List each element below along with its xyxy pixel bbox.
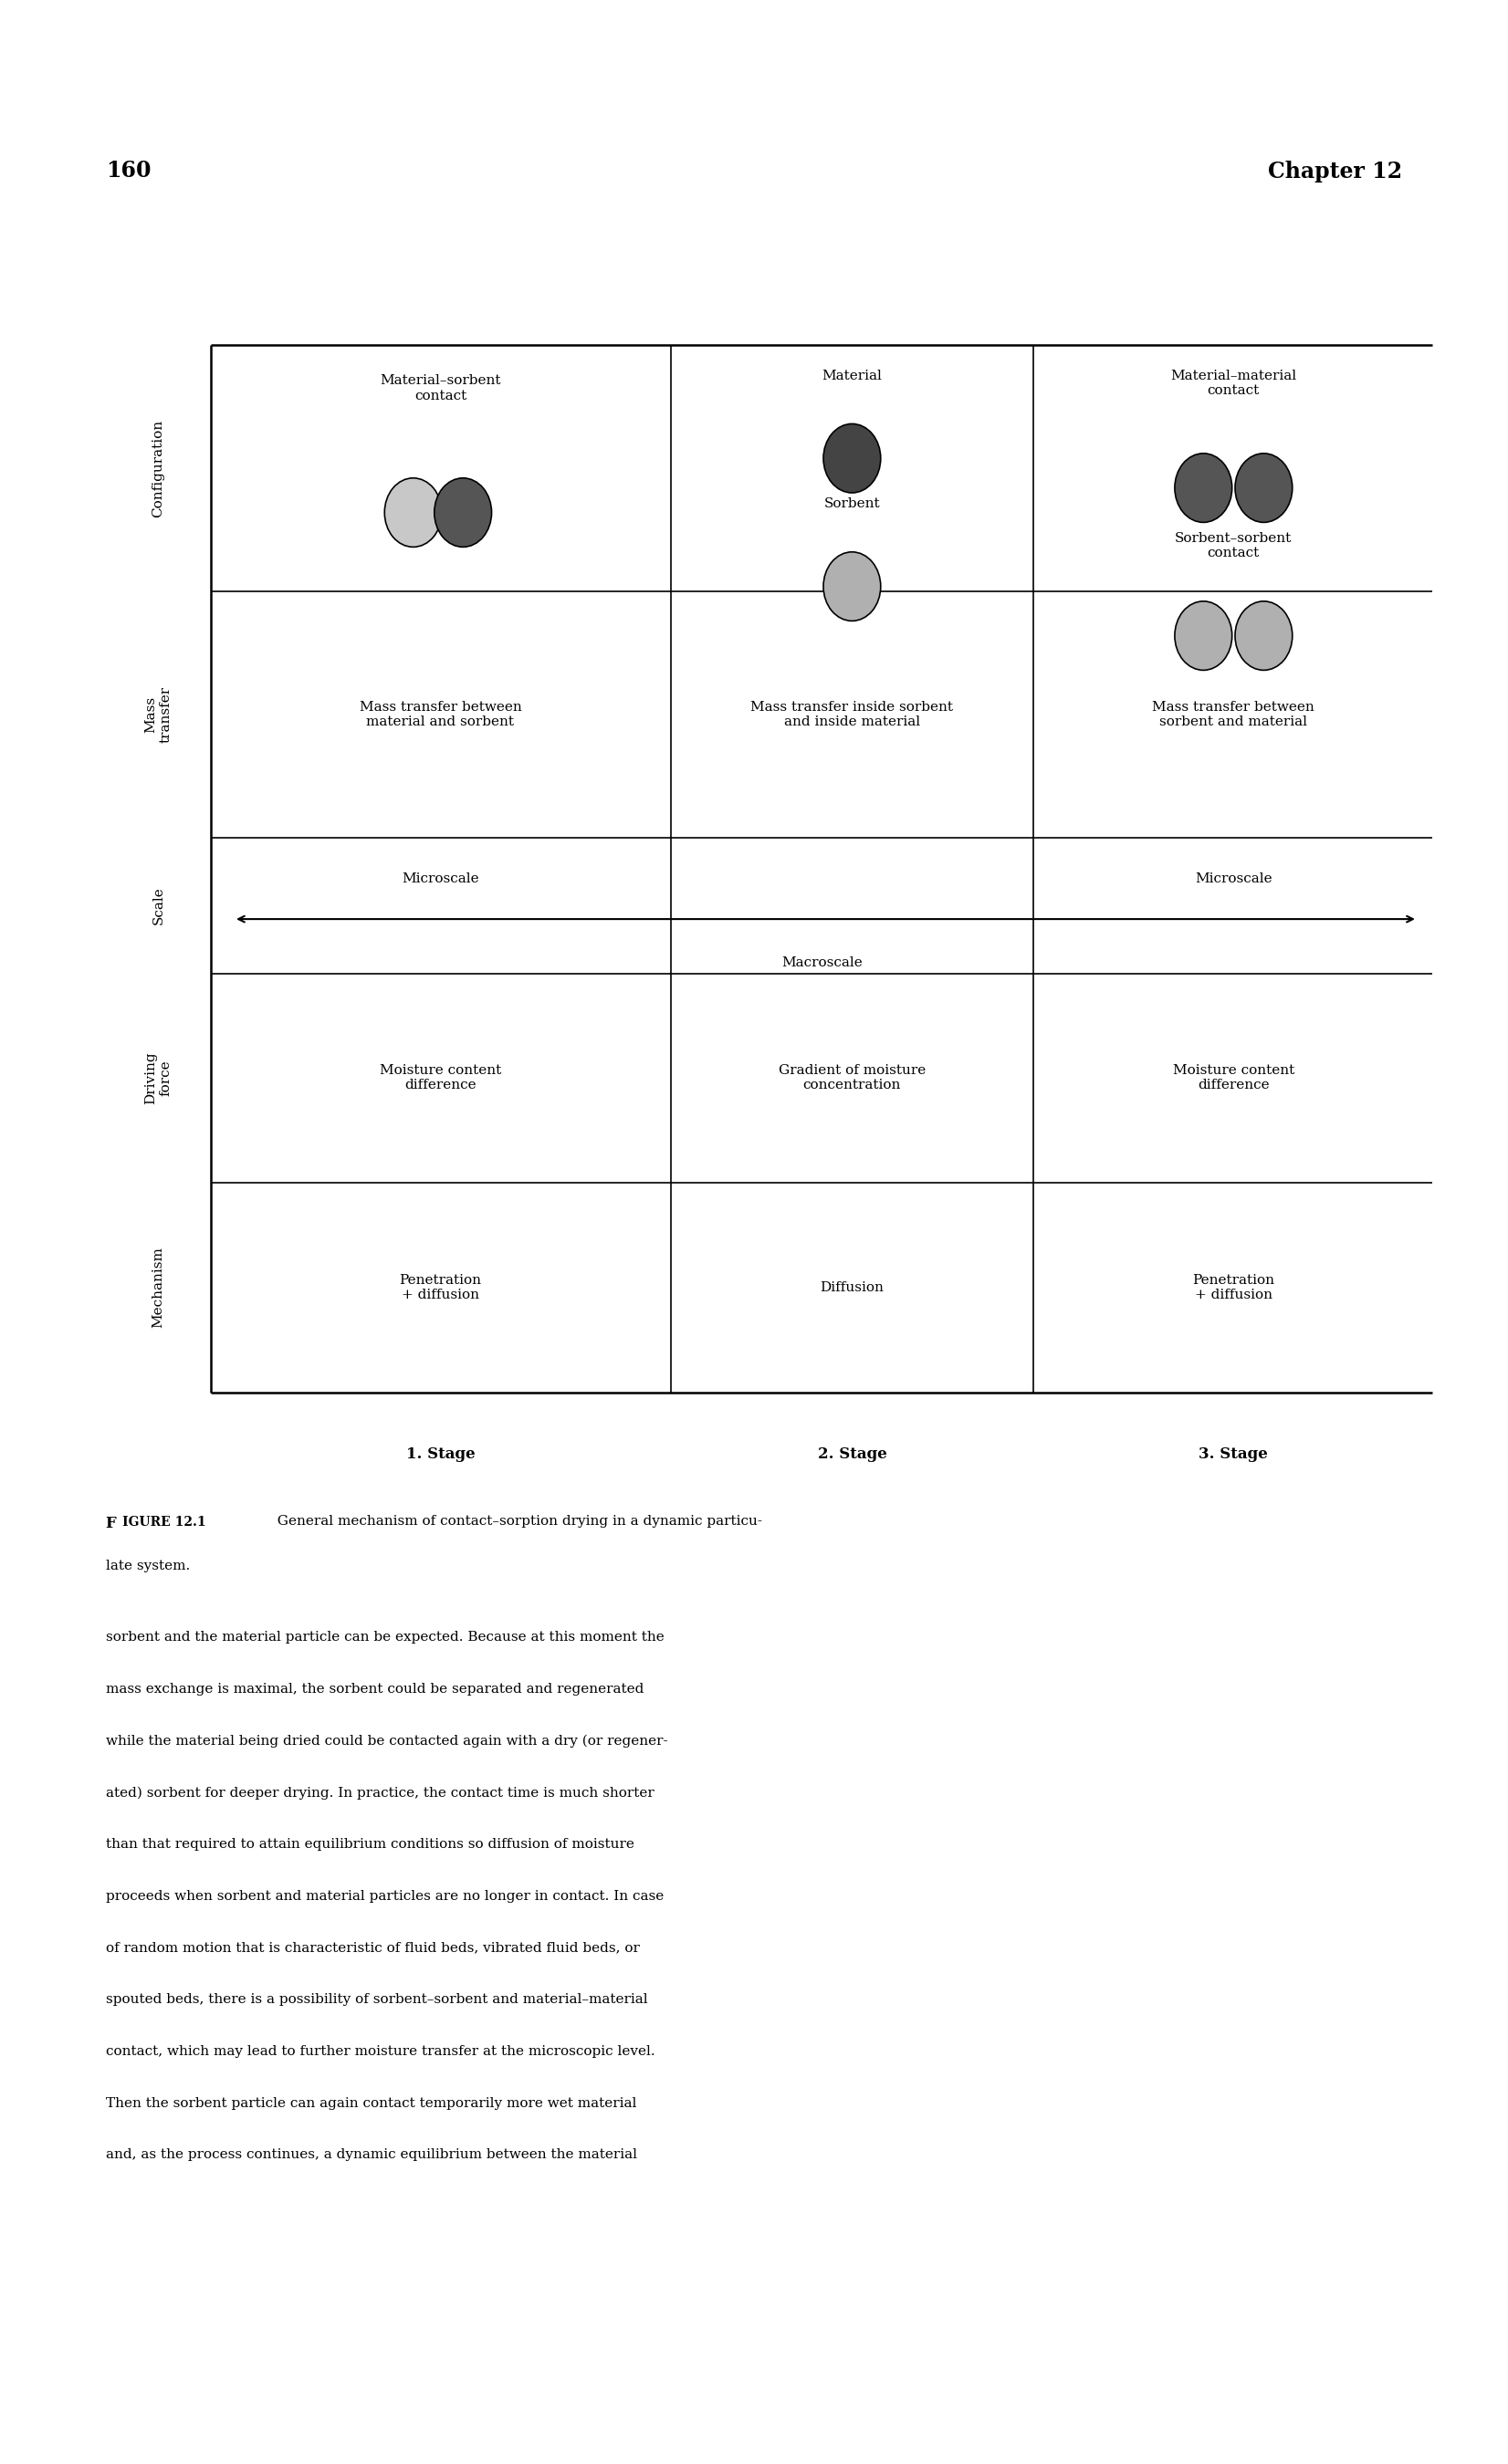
Text: 160: 160 xyxy=(106,160,151,182)
Text: of random motion that is characteristic of fluid beds, vibrated fluid beds, or: of random motion that is characteristic … xyxy=(106,1942,639,1954)
Text: Microscale: Microscale xyxy=(1194,872,1273,885)
Text: Gradient of moisture
concentration: Gradient of moisture concentration xyxy=(778,1064,926,1092)
Text: contact, which may lead to further moisture transfer at the microscopic level.: contact, which may lead to further moist… xyxy=(106,2045,654,2057)
Text: Macroscale: Macroscale xyxy=(781,956,863,968)
Ellipse shape xyxy=(823,552,881,621)
Text: Material: Material xyxy=(822,370,882,382)
Text: Penetration
+ diffusion: Penetration + diffusion xyxy=(1193,1274,1274,1301)
Ellipse shape xyxy=(385,478,442,547)
Text: and, as the process continues, a dynamic equilibrium between the material: and, as the process continues, a dynamic… xyxy=(106,2149,636,2161)
Text: 1. Stage: 1. Stage xyxy=(406,1446,475,1461)
Text: General mechanism of contact–sorption drying in a dynamic particu-: General mechanism of contact–sorption dr… xyxy=(268,1515,762,1528)
Text: Material–sorbent
contact: Material–sorbent contact xyxy=(380,375,501,402)
Text: Sorbent–sorbent
contact: Sorbent–sorbent contact xyxy=(1175,532,1292,559)
Text: Configuration: Configuration xyxy=(152,419,164,517)
Text: F: F xyxy=(106,1515,116,1530)
Ellipse shape xyxy=(1175,453,1232,522)
Text: Then the sorbent particle can again contact temporarily more wet material: Then the sorbent particle can again cont… xyxy=(106,2097,636,2109)
Text: ated) sorbent for deeper drying. In practice, the contact time is much shorter: ated) sorbent for deeper drying. In prac… xyxy=(106,1786,654,1799)
Text: Moisture content
difference: Moisture content difference xyxy=(380,1064,501,1092)
Text: IGURE 12.1: IGURE 12.1 xyxy=(122,1515,205,1528)
Ellipse shape xyxy=(823,424,881,493)
Text: Sorbent: Sorbent xyxy=(823,498,881,510)
Text: Material–material
contact: Material–material contact xyxy=(1170,370,1297,397)
Ellipse shape xyxy=(1235,453,1292,522)
Text: Microscale: Microscale xyxy=(401,872,480,885)
Ellipse shape xyxy=(434,478,492,547)
Text: Mass transfer inside sorbent
and inside material: Mass transfer inside sorbent and inside … xyxy=(751,700,953,729)
Text: 2. Stage: 2. Stage xyxy=(817,1446,887,1461)
Text: Mechanism: Mechanism xyxy=(152,1247,164,1328)
Text: sorbent and the material particle can be expected. Because at this moment the: sorbent and the material particle can be… xyxy=(106,1631,664,1643)
Text: mass exchange is maximal, the sorbent could be separated and regenerated: mass exchange is maximal, the sorbent co… xyxy=(106,1683,644,1695)
Text: spouted beds, there is a possibility of sorbent–sorbent and material–material: spouted beds, there is a possibility of … xyxy=(106,1993,647,2006)
Text: Mass transfer between
sorbent and material: Mass transfer between sorbent and materi… xyxy=(1152,700,1315,729)
Text: late system.: late system. xyxy=(106,1560,190,1572)
Ellipse shape xyxy=(1235,601,1292,670)
Text: Mass
transfer: Mass transfer xyxy=(145,685,172,744)
Text: Penetration
+ diffusion: Penetration + diffusion xyxy=(400,1274,481,1301)
Text: Chapter 12: Chapter 12 xyxy=(1268,160,1402,182)
Text: 3. Stage: 3. Stage xyxy=(1199,1446,1268,1461)
Text: Moisture content
difference: Moisture content difference xyxy=(1173,1064,1294,1092)
Text: while the material being dried could be contacted again with a dry (or regener-: while the material being dried could be … xyxy=(106,1735,668,1747)
Text: Scale: Scale xyxy=(152,887,164,924)
Text: than that required to attain equilibrium conditions so diffusion of moisture: than that required to attain equilibrium… xyxy=(106,1838,633,1850)
Text: Driving
force: Driving force xyxy=(145,1052,172,1104)
Text: Diffusion: Diffusion xyxy=(820,1281,884,1294)
Text: Mass transfer between
material and sorbent: Mass transfer between material and sorbe… xyxy=(359,700,522,729)
Ellipse shape xyxy=(1175,601,1232,670)
Text: proceeds when sorbent and material particles are no longer in contact. In case: proceeds when sorbent and material parti… xyxy=(106,1890,664,1902)
